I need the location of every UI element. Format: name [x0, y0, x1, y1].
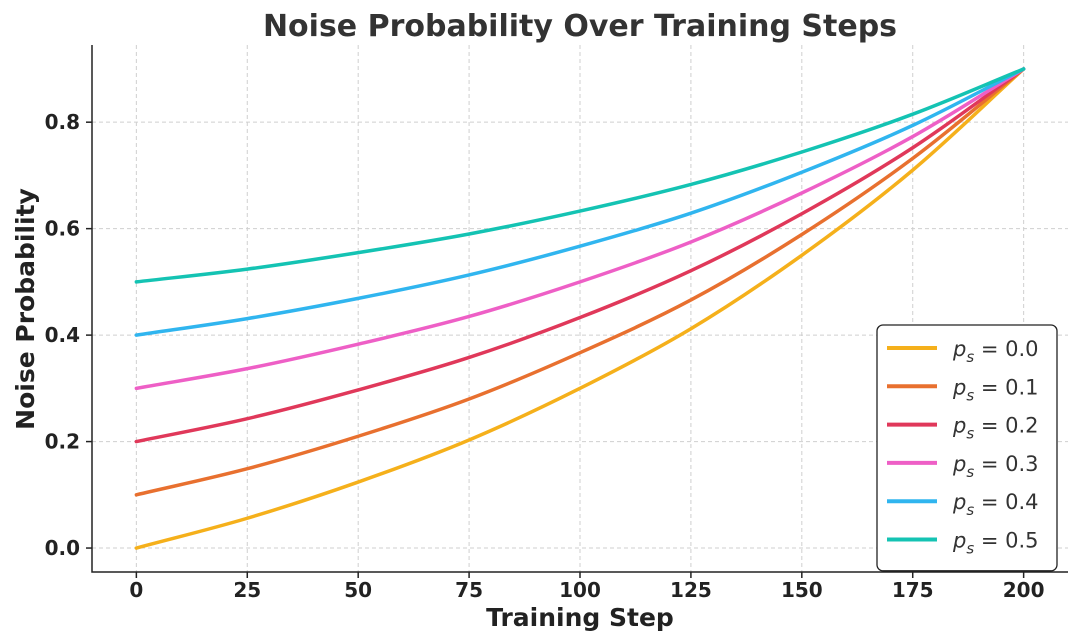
x-tick-label: 25: [233, 578, 261, 602]
series-line-4: [134, 67, 1026, 337]
x-tick-label: 125: [670, 578, 712, 602]
series-lines: [134, 67, 1026, 550]
series-line-0: [134, 67, 1026, 550]
x-tick-label: 100: [559, 578, 601, 602]
x-tick-label: 50: [344, 578, 372, 602]
legend-symbol: p: [952, 529, 966, 553]
series-line-5: [134, 67, 1026, 284]
legend-entry: ps = 0.5: [952, 529, 1039, 558]
y-axis-label: Noise Probability: [11, 188, 40, 430]
legend: ps = 0.0ps = 0.1ps = 0.2ps = 0.3ps = 0.4…: [876, 324, 1058, 572]
x-tick-label: 150: [781, 578, 823, 602]
y-tick-label: 0.6: [45, 217, 80, 241]
series-line-3: [134, 67, 1026, 391]
legend-entry: ps = 0.1: [952, 375, 1039, 404]
legend-value: = 0.5: [974, 529, 1038, 553]
legend-symbol: p: [952, 490, 966, 514]
legend-entry: ps = 0.0: [952, 337, 1039, 366]
series-line-1: [134, 67, 1026, 497]
legend-entry: ps = 0.3: [952, 452, 1039, 481]
y-tick-label: 0.8: [45, 110, 80, 134]
legend-value: = 0.2: [974, 414, 1038, 438]
series-line-2: [134, 67, 1026, 444]
x-axis-label: Training Step: [486, 603, 674, 632]
x-tick-label: 0: [129, 578, 143, 602]
axis-spine: [91, 45, 1068, 573]
chart-title: Noise Probability Over Training Steps: [263, 9, 897, 44]
x-tick-label: 200: [1003, 578, 1045, 602]
legend-value: = 0.1: [974, 375, 1038, 399]
legend-value: = 0.0: [974, 337, 1038, 361]
y-tick-labels: 0.0 0.2 0.4 0.6 0.8: [45, 110, 80, 560]
legend-subscript: s: [966, 501, 974, 519]
x-tick-label: 75: [455, 578, 483, 602]
axes: [86, 45, 1068, 578]
legend-symbol: p: [952, 337, 966, 361]
legend-subscript: s: [966, 386, 974, 404]
legend-subscript: s: [966, 463, 974, 481]
legend-value: = 0.4: [974, 490, 1038, 514]
legend-subscript: s: [966, 348, 974, 366]
x-tick-label: 175: [892, 578, 934, 602]
y-tick-label: 0.0: [45, 536, 80, 560]
legend-subscript: s: [966, 425, 974, 443]
legend-symbol: p: [952, 375, 966, 399]
y-tick-label: 0.2: [45, 430, 80, 454]
y-tick-label: 0.4: [45, 323, 80, 347]
legend-value: = 0.3: [974, 452, 1038, 476]
legend-subscript: s: [966, 540, 974, 558]
legend-symbol: p: [952, 414, 966, 438]
legend-symbol: p: [952, 452, 966, 476]
x-tick-labels: 0 25 50 75 100 125 150 175 200: [129, 578, 1044, 602]
legend-entry: ps = 0.4: [952, 490, 1039, 519]
legend-entry: ps = 0.2: [952, 414, 1039, 443]
